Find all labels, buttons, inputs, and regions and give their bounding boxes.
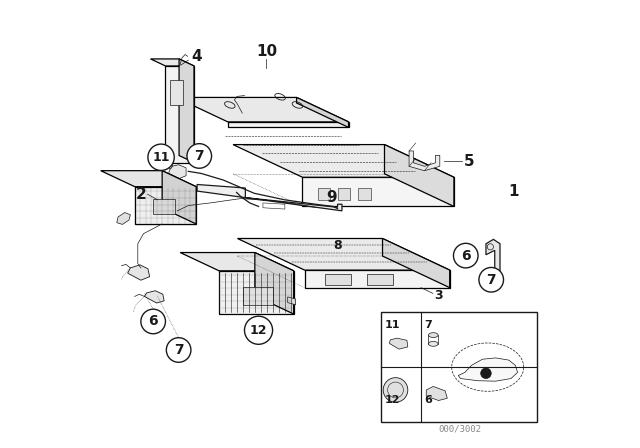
Polygon shape (163, 160, 181, 172)
Text: 000/3002: 000/3002 (438, 425, 481, 434)
Text: 7: 7 (174, 343, 184, 357)
Circle shape (481, 368, 492, 379)
Polygon shape (197, 185, 342, 211)
Polygon shape (389, 338, 408, 349)
Text: 7: 7 (424, 320, 432, 330)
Text: 12: 12 (250, 324, 268, 337)
Circle shape (479, 267, 504, 292)
Circle shape (148, 144, 174, 170)
Polygon shape (145, 291, 164, 303)
Circle shape (166, 338, 191, 362)
Polygon shape (458, 358, 518, 381)
Polygon shape (367, 274, 393, 285)
Polygon shape (325, 274, 351, 285)
Polygon shape (317, 188, 330, 200)
Polygon shape (179, 59, 194, 163)
Polygon shape (228, 122, 349, 127)
Text: 3: 3 (434, 289, 443, 302)
Polygon shape (150, 59, 194, 66)
Text: 8: 8 (333, 239, 342, 252)
Circle shape (244, 316, 273, 345)
Circle shape (141, 309, 166, 334)
Text: 2: 2 (136, 187, 147, 202)
Text: 6: 6 (424, 395, 433, 405)
Text: 11: 11 (152, 151, 170, 164)
Circle shape (454, 243, 478, 268)
Polygon shape (288, 297, 296, 305)
Text: 4: 4 (191, 49, 202, 64)
Text: 11: 11 (385, 320, 401, 330)
Polygon shape (303, 177, 454, 207)
Text: 6: 6 (461, 249, 470, 263)
Polygon shape (383, 238, 450, 288)
Polygon shape (255, 253, 294, 314)
Polygon shape (233, 145, 454, 177)
Text: 12: 12 (385, 395, 401, 405)
Polygon shape (305, 270, 450, 288)
Polygon shape (100, 171, 196, 187)
Polygon shape (180, 253, 294, 271)
Polygon shape (219, 271, 294, 314)
Text: 10: 10 (256, 44, 277, 60)
Polygon shape (128, 265, 150, 280)
Polygon shape (237, 238, 450, 270)
Polygon shape (116, 212, 131, 224)
Polygon shape (409, 151, 440, 171)
Polygon shape (385, 145, 454, 207)
Polygon shape (153, 199, 175, 214)
Ellipse shape (428, 333, 438, 337)
Text: 5: 5 (464, 154, 475, 168)
Polygon shape (135, 187, 196, 224)
Circle shape (187, 144, 212, 168)
Text: 9: 9 (326, 190, 337, 205)
Polygon shape (486, 239, 500, 288)
Polygon shape (166, 66, 194, 163)
Polygon shape (426, 387, 447, 401)
Circle shape (383, 378, 408, 402)
Text: 6: 6 (148, 314, 158, 328)
Text: 1: 1 (509, 184, 519, 198)
Polygon shape (338, 188, 351, 200)
Polygon shape (296, 97, 349, 127)
Text: 7: 7 (195, 149, 204, 163)
Polygon shape (162, 171, 196, 224)
Ellipse shape (428, 341, 438, 346)
Polygon shape (358, 188, 371, 200)
Polygon shape (263, 203, 285, 209)
Text: 7: 7 (486, 273, 496, 287)
FancyBboxPatch shape (381, 312, 538, 422)
Polygon shape (170, 81, 182, 104)
Polygon shape (168, 165, 186, 179)
Polygon shape (243, 287, 273, 305)
Polygon shape (176, 97, 349, 122)
